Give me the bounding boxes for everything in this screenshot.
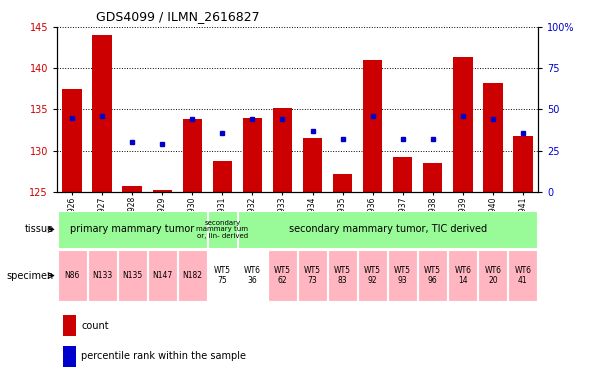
Bar <box>208 250 237 301</box>
Bar <box>513 136 532 192</box>
Bar <box>178 250 207 301</box>
Text: percentile rank within the sample: percentile rank within the sample <box>81 351 246 361</box>
Text: WT6
20: WT6 20 <box>484 266 501 285</box>
Text: primary mammary tumor: primary mammary tumor <box>70 224 194 235</box>
Bar <box>268 250 297 301</box>
Bar <box>418 250 447 301</box>
Bar <box>118 250 147 301</box>
Bar <box>238 250 267 301</box>
Bar <box>363 60 382 192</box>
Bar <box>298 250 327 301</box>
Text: WT5
83: WT5 83 <box>334 266 351 285</box>
Bar <box>123 186 142 192</box>
Bar <box>58 211 207 248</box>
Text: secondary
mammary tum
or, lin- derived: secondary mammary tum or, lin- derived <box>197 220 248 239</box>
Bar <box>58 250 87 301</box>
Text: N86: N86 <box>64 271 80 280</box>
Bar <box>478 250 507 301</box>
Bar <box>508 250 537 301</box>
Bar <box>273 108 292 192</box>
Bar <box>448 250 477 301</box>
Text: WT5
92: WT5 92 <box>364 266 381 285</box>
Text: secondary mammary tumor, TIC derived: secondary mammary tumor, TIC derived <box>288 224 487 235</box>
Bar <box>333 174 352 192</box>
Text: WT5
75: WT5 75 <box>214 266 231 285</box>
Bar <box>453 58 472 192</box>
Bar <box>388 250 417 301</box>
Text: specimen: specimen <box>7 270 54 281</box>
Bar <box>358 250 387 301</box>
Bar <box>148 250 177 301</box>
Bar <box>93 35 112 192</box>
Text: N182: N182 <box>182 271 203 280</box>
Text: WT5
96: WT5 96 <box>424 266 441 285</box>
Text: N133: N133 <box>92 271 112 280</box>
Bar <box>238 211 537 248</box>
Text: tissue: tissue <box>25 224 54 235</box>
Bar <box>213 161 232 192</box>
Text: count: count <box>81 321 109 331</box>
Bar <box>243 118 262 192</box>
Bar <box>183 119 202 192</box>
Bar <box>328 250 357 301</box>
Text: WT6
41: WT6 41 <box>514 266 531 285</box>
Text: WT5
73: WT5 73 <box>304 266 321 285</box>
Text: N147: N147 <box>152 271 172 280</box>
Text: N135: N135 <box>122 271 142 280</box>
Text: GDS4099 / ILMN_2616827: GDS4099 / ILMN_2616827 <box>96 10 259 23</box>
Bar <box>423 163 442 192</box>
Text: WT6
14: WT6 14 <box>454 266 471 285</box>
Bar <box>153 190 172 192</box>
Text: WT5
62: WT5 62 <box>274 266 291 285</box>
Bar <box>483 83 502 192</box>
Bar <box>63 89 82 192</box>
Bar <box>208 211 237 248</box>
Bar <box>393 157 412 192</box>
Bar <box>88 250 117 301</box>
Text: WT5
93: WT5 93 <box>394 266 411 285</box>
Text: WT6
36: WT6 36 <box>244 266 261 285</box>
Bar <box>303 137 322 192</box>
